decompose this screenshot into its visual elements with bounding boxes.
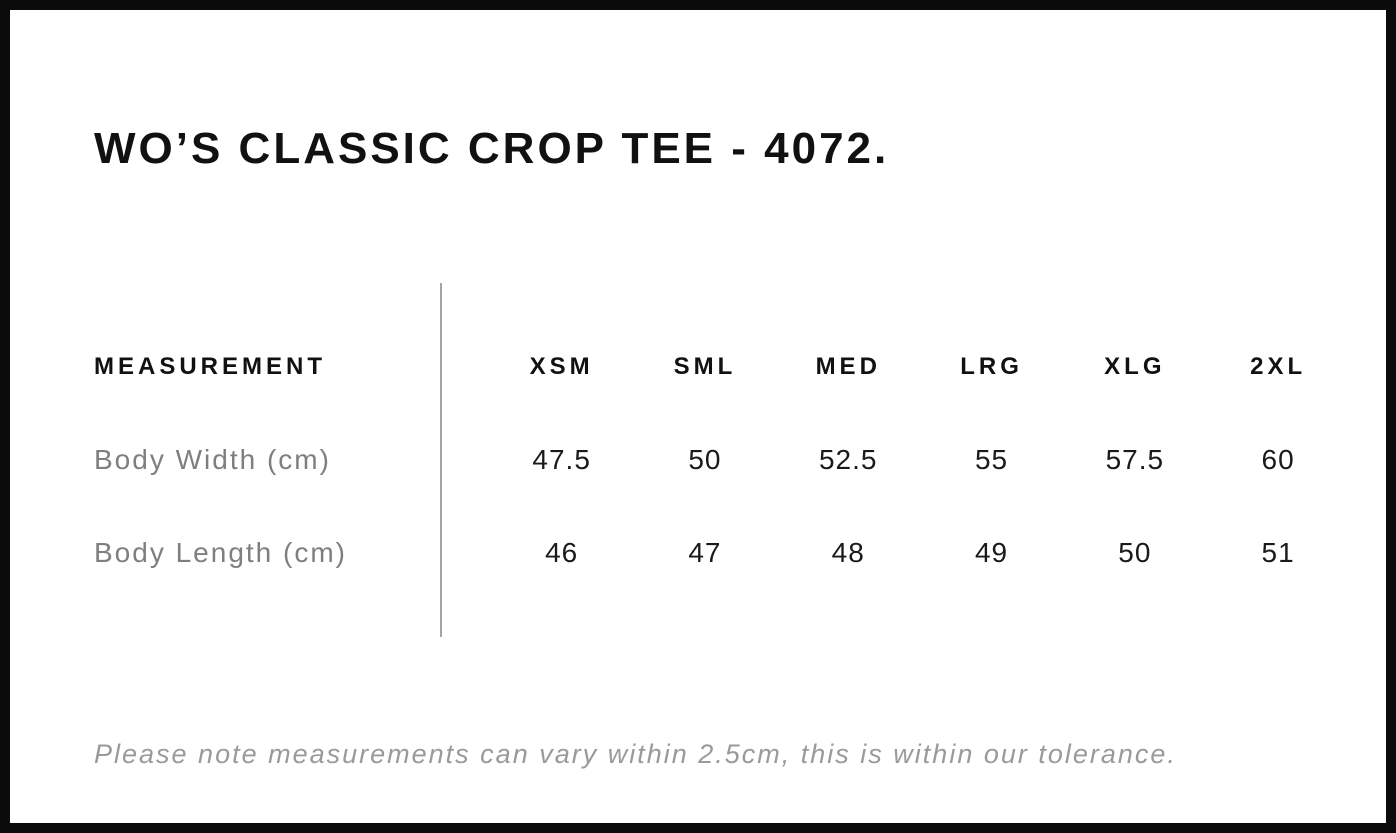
column-header-size-sml: SML: [673, 352, 737, 380]
table-cell: 47.5: [532, 443, 591, 475]
column-header-size-xlg: XLG: [1104, 352, 1166, 380]
table-cell: 50: [688, 443, 722, 475]
table-cell: 60: [1261, 443, 1295, 475]
column-header-size-lrg: LRG: [960, 352, 1023, 380]
table-cell: 47: [688, 536, 722, 568]
table-cell: 48: [831, 536, 865, 568]
row-label: Body Length (cm): [94, 536, 347, 568]
column-header-size-med: MED: [815, 352, 881, 380]
tolerance-note: Please note measurements can vary within…: [94, 739, 1177, 769]
table-cell: 51: [1261, 536, 1295, 568]
table-row-body-length: Body Length (cm) 46 47 48 49 50 51: [94, 506, 1350, 599]
table-header-row: MEASUREMENT XSM SML MED LRG XLG 2XL: [94, 320, 1350, 413]
table-cell: 49: [974, 536, 1009, 568]
table-cell: 50: [1118, 536, 1152, 568]
table-cell: 55: [974, 443, 1009, 475]
column-header-measurement: MEASUREMENT: [94, 352, 327, 380]
column-header-size-xsm: XSM: [529, 352, 594, 380]
column-header-size-2xl: 2XL: [1250, 352, 1307, 380]
page-title: WO’S CLASSIC CROP TEE - 4072.: [94, 124, 890, 174]
size-chart-table: MEASUREMENT XSM SML MED LRG XLG 2XL Body…: [94, 283, 1350, 637]
column-divider: [440, 283, 442, 637]
table-row-body-width: Body Width (cm) 47.5 50 52.5 55 57.5 60: [94, 413, 1350, 506]
table-cell: 52.5: [818, 443, 878, 475]
row-label: Body Width (cm): [94, 443, 331, 475]
table-cell: 46: [545, 536, 579, 568]
table-cell: 57.5: [1105, 443, 1165, 475]
